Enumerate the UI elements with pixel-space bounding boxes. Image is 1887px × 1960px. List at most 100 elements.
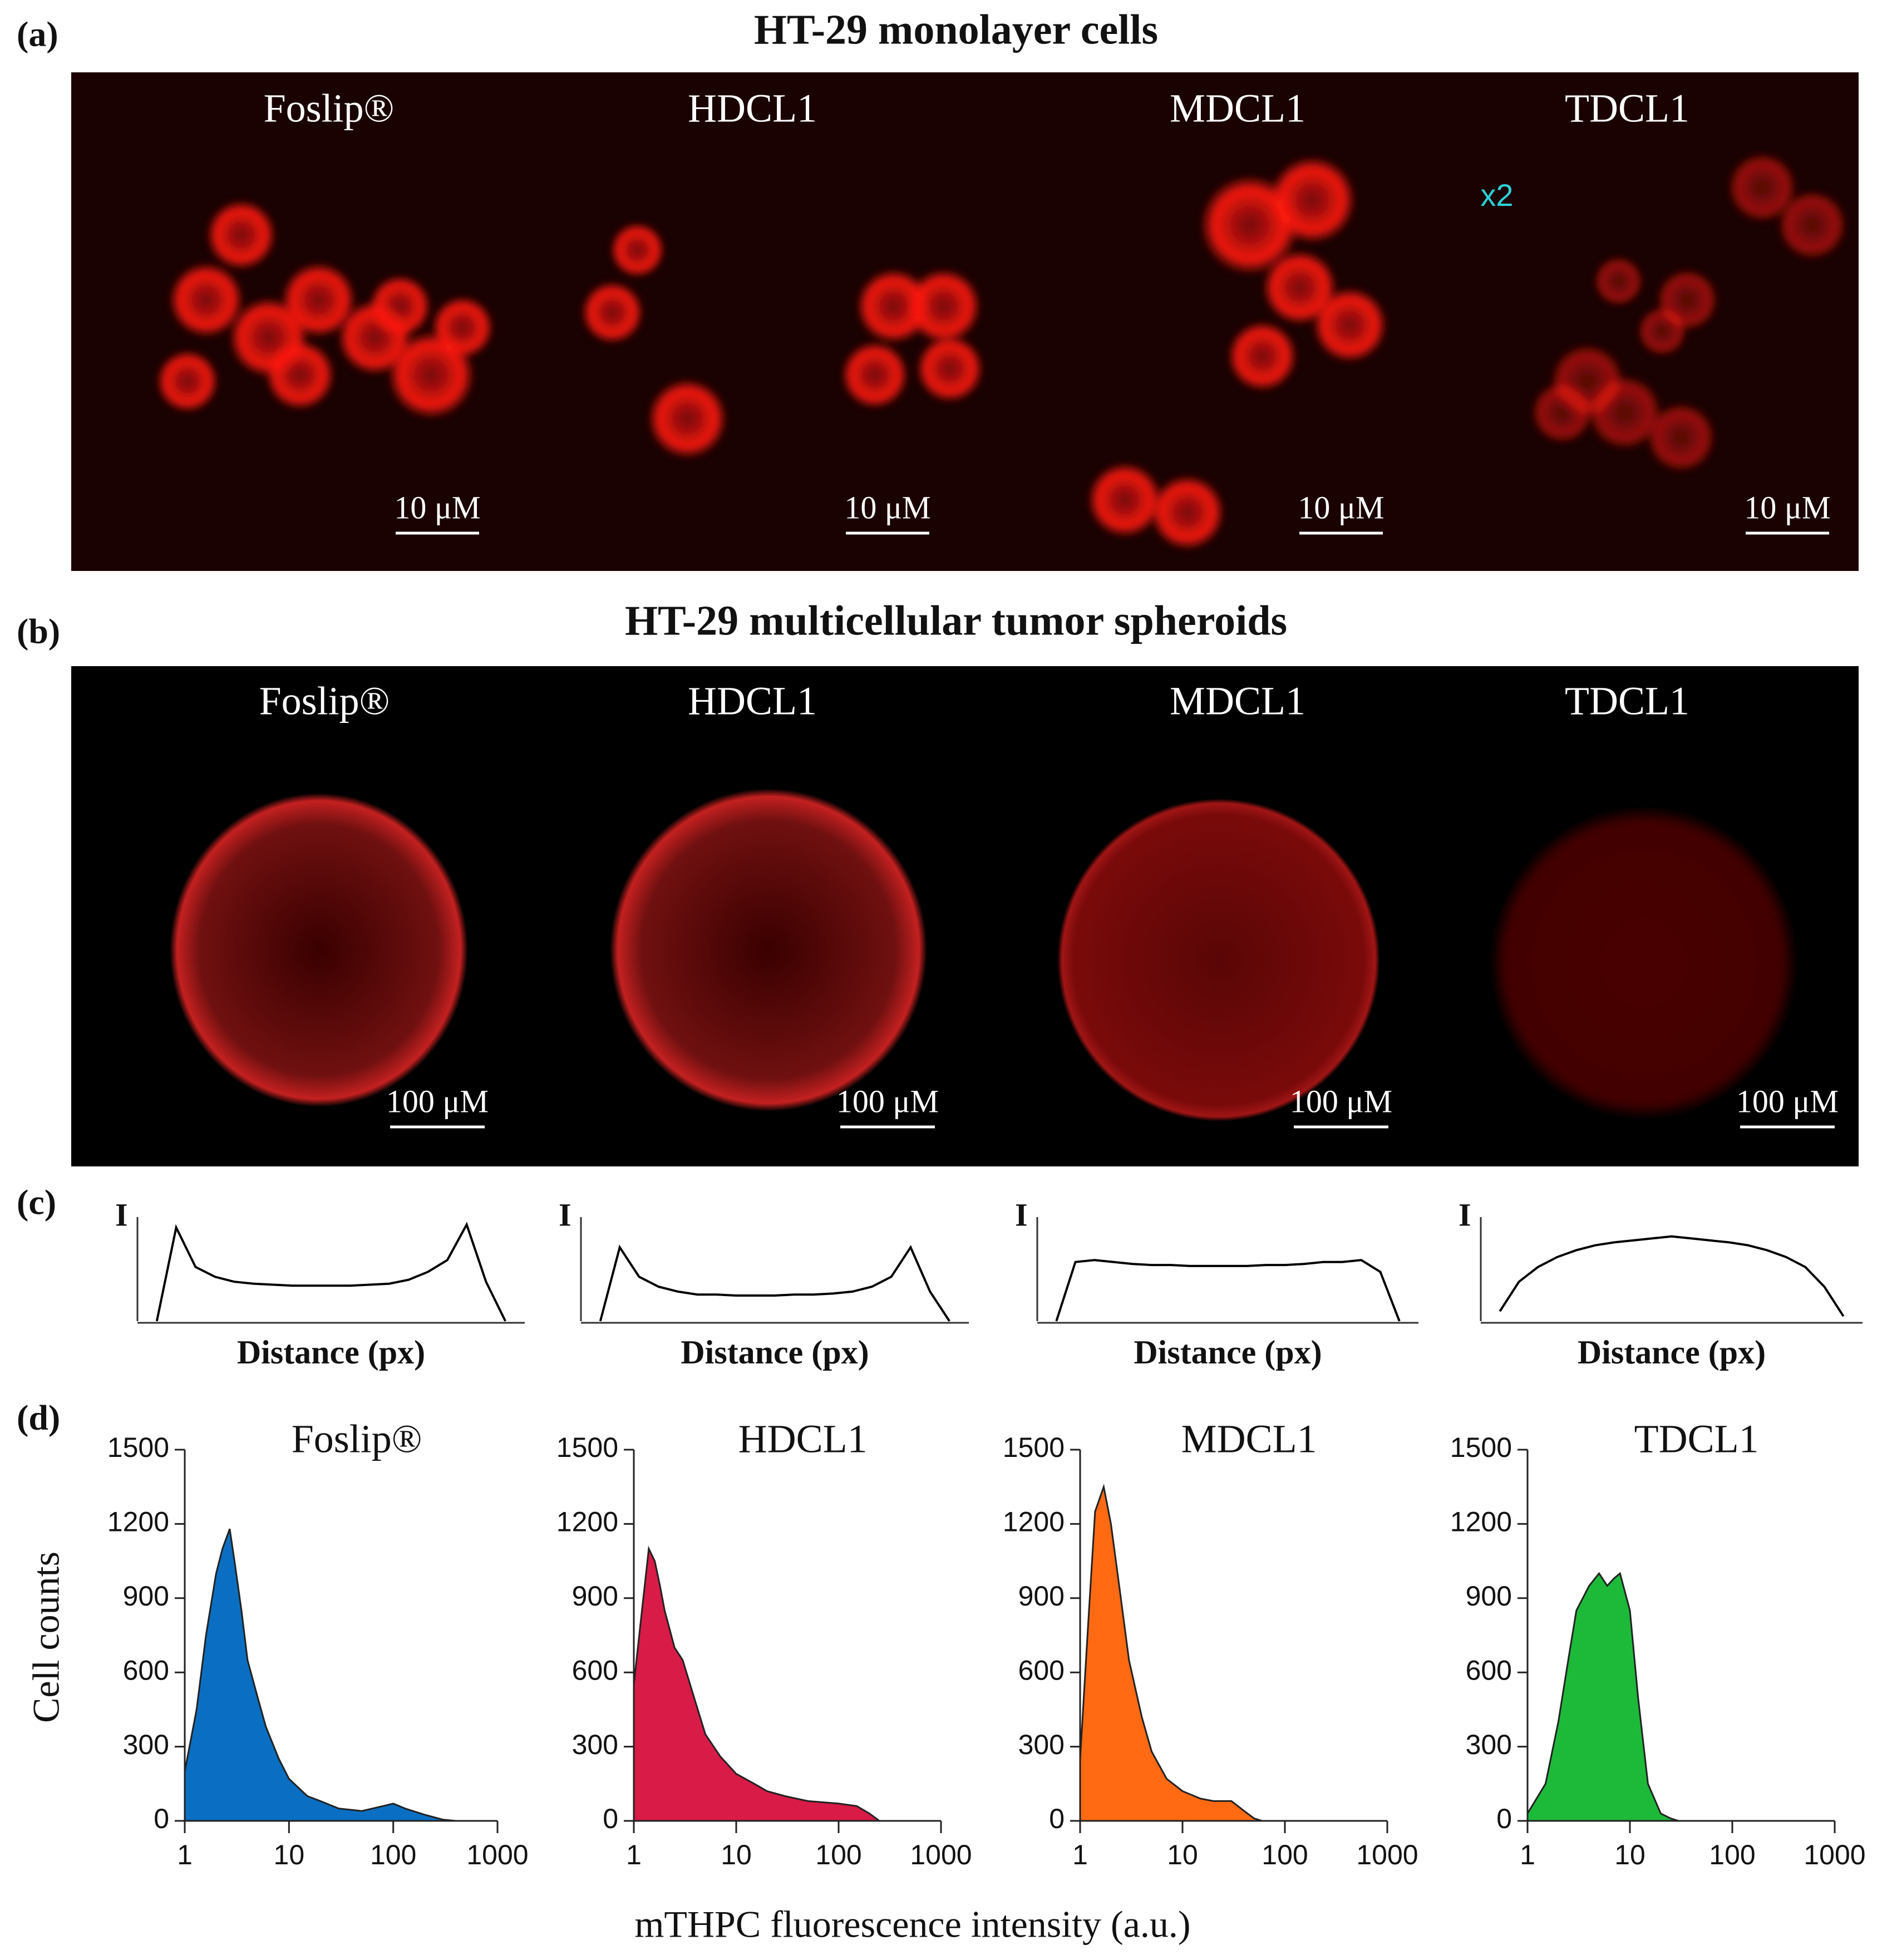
y-axis-label: I	[1459, 1196, 1471, 1233]
y-tick-label: 900	[1018, 1580, 1065, 1612]
histogram-area	[1526, 1572, 1679, 1822]
panel-label: (b)	[17, 612, 60, 651]
histogram-area	[184, 1528, 456, 1822]
y-tick-label: 1200	[107, 1506, 169, 1538]
cell	[1531, 381, 1594, 444]
cell	[156, 349, 219, 413]
y-tick-label: 1200	[1450, 1506, 1512, 1538]
panel-b: (b) HT-29 multicellular tumor spheroids …	[17, 597, 1859, 1166]
x-tick-label: 1000	[1804, 1839, 1865, 1870]
magnification: x2	[1480, 178, 1513, 213]
y-tick-label: 900	[123, 1580, 169, 1612]
panel-label: (a)	[17, 14, 58, 54]
profile-line	[1055, 1259, 1401, 1322]
scale-bar-label: 100 μM	[1290, 1083, 1392, 1119]
image-label: MDCL1	[1170, 86, 1305, 131]
y-tick-label: 300	[572, 1729, 618, 1760]
cell	[1227, 321, 1298, 391]
profile-line	[155, 1222, 506, 1322]
image-label: HDCL1	[688, 86, 817, 131]
y-tick-label: 300	[123, 1729, 169, 1760]
cell	[1150, 475, 1225, 550]
scale-bar-label: 10 μM	[844, 489, 930, 525]
cell	[1587, 375, 1663, 450]
y-tick-label: 600	[1466, 1654, 1512, 1686]
chart-title: MDCL1	[1181, 1417, 1317, 1461]
cell	[1777, 190, 1847, 260]
x-tick-label: 10	[1167, 1839, 1198, 1870]
cell	[1645, 402, 1716, 472]
y-axis-label: I	[559, 1196, 571, 1233]
image-label: MDCL1	[1170, 679, 1305, 723]
y-tick-label: 1500	[556, 1432, 618, 1463]
spheroid	[610, 789, 927, 1111]
cell	[1087, 462, 1162, 538]
y-tick-label: 0	[154, 1803, 169, 1834]
y-axis-label: I	[1015, 1196, 1028, 1233]
x-tick-label: 1000	[466, 1839, 528, 1870]
chart-title: HDCL1	[738, 1417, 868, 1461]
y-tick-label: 1500	[1003, 1432, 1065, 1463]
x-tick-label: 1000	[1356, 1839, 1418, 1870]
panel-label: (c)	[17, 1183, 56, 1222]
x-axis-label: Distance (px)	[1134, 1334, 1322, 1371]
histogram-area	[1079, 1483, 1263, 1822]
y-tick-label: 1200	[1003, 1506, 1065, 1538]
scale-bar-label: 100 μM	[386, 1083, 489, 1119]
x-tick-label: 10	[274, 1839, 305, 1870]
cell	[206, 200, 277, 270]
x-tick-label: 100	[1709, 1839, 1755, 1870]
cell	[647, 378, 728, 459]
y-tick-label: 600	[572, 1654, 618, 1686]
y-tick-label: 1500	[107, 1432, 169, 1463]
image-label: TDCL1	[1565, 86, 1689, 131]
cells	[156, 152, 1847, 550]
histogram-area	[633, 1545, 880, 1822]
y-tick-label: 900	[1466, 1580, 1512, 1612]
x-tick-label: 100	[815, 1839, 861, 1870]
cell	[265, 339, 335, 410]
y-tick-label: 900	[572, 1580, 618, 1612]
x-tick-label: 1	[177, 1839, 193, 1870]
cell	[841, 341, 909, 409]
x-tick-label: 10	[1614, 1839, 1645, 1870]
x-tick-label: 1000	[910, 1839, 972, 1870]
cell	[431, 296, 494, 359]
x-tick-label: 10	[721, 1839, 752, 1870]
x-axis-label: Distance (px)	[1578, 1334, 1766, 1371]
image-label: Foslip®	[264, 86, 395, 131]
x-tick-label: 1	[1072, 1839, 1088, 1870]
cell	[1593, 256, 1644, 307]
cell	[1268, 156, 1356, 244]
spheroid	[1491, 807, 1797, 1119]
panel-title: HT-29 multicellular tumor spheroids	[625, 597, 1287, 644]
spheroid	[170, 793, 468, 1107]
y-tick-label: 0	[603, 1803, 618, 1834]
cell	[610, 222, 665, 278]
panel-title: HT-29 monolayer cells	[754, 6, 1158, 53]
y-axis-label: I	[115, 1196, 128, 1233]
chart-title: TDCL1	[1634, 1417, 1759, 1461]
y-tick-label: 600	[123, 1654, 169, 1686]
cell	[368, 275, 431, 338]
cell	[1312, 287, 1388, 363]
image-label: Foslip®	[259, 679, 390, 723]
profile-line	[599, 1244, 950, 1322]
scale-bar-label: 10 μM	[394, 489, 480, 525]
cell	[906, 268, 982, 344]
x-tick-label: 100	[1262, 1839, 1308, 1870]
y-tick-label: 0	[1496, 1803, 1512, 1834]
x-tick-label: 100	[370, 1839, 416, 1870]
cell	[1656, 268, 1719, 332]
cell	[1727, 152, 1797, 223]
panel-label: (d)	[17, 1398, 60, 1437]
scale-bar-label: 10 μM	[1298, 489, 1384, 525]
y-tick-label: 1200	[556, 1506, 618, 1538]
image-label: HDCL1	[688, 679, 817, 723]
y-axis-label: Cell counts	[25, 1552, 67, 1723]
scale-bar-label: 100 μM	[836, 1083, 939, 1119]
panel-a: (a) HT-29 monolayer cells x2 Foslip® 10 μ…	[17, 6, 1859, 571]
chart-title: Foslip®	[292, 1417, 422, 1461]
